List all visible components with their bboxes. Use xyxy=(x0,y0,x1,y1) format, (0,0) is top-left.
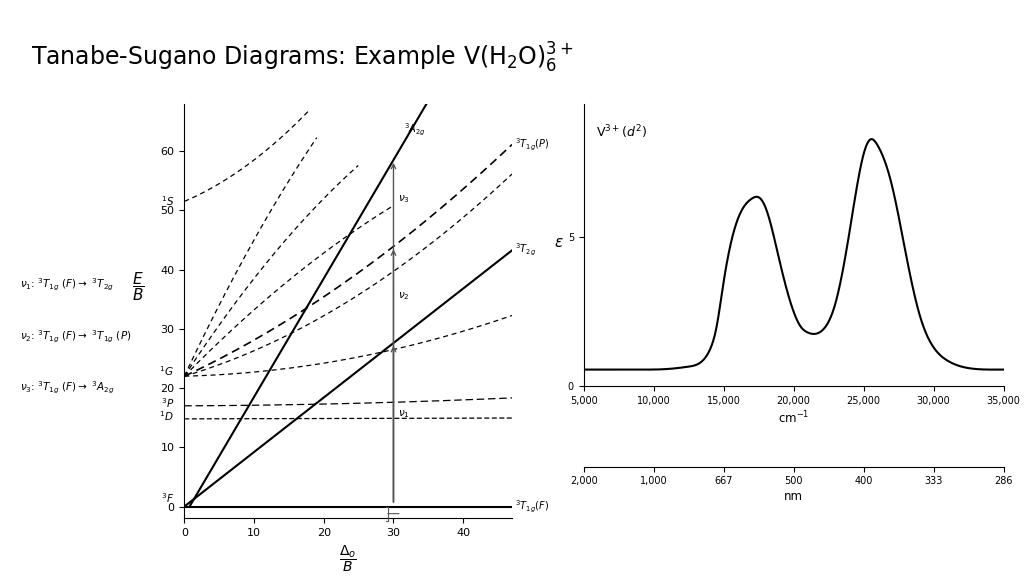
Text: $\nu_3$: $\nu_3$ xyxy=(397,194,410,206)
Text: $^1S$: $^1S$ xyxy=(161,195,174,209)
Text: $\nu_3$: $^3T_{1g}$ $(F) \rightarrow$ $^3A_{2g}$: $\nu_3$: $^3T_{1g}$ $(F) \rightarrow$ $^… xyxy=(20,380,116,396)
Text: Tanabe-Sugano Diagrams: Example V(H$_2$O)$_6^{3+}$: Tanabe-Sugano Diagrams: Example V(H$_2$O… xyxy=(31,40,573,74)
Text: $\nu_1$: $\nu_1$ xyxy=(397,408,410,420)
Text: $^3T_{1g}(P)$: $^3T_{1g}(P)$ xyxy=(515,137,550,153)
Text: $^3F$: $^3F$ xyxy=(161,491,174,505)
Text: $^3T_{1g}(F)$: $^3T_{1g}(F)$ xyxy=(515,498,550,514)
Text: $^3P$: $^3P$ xyxy=(161,396,174,410)
Y-axis label: $\varepsilon$: $\varepsilon$ xyxy=(554,236,563,251)
X-axis label: nm: nm xyxy=(784,490,803,503)
Text: $\nu_2$: $^3T_{1g}$ $(F) \rightarrow$ $^3T_{1g}$ $(P)$: $\nu_2$: $^3T_{1g}$ $(F) \rightarrow$ $^… xyxy=(20,328,132,344)
Text: $\nu_1$: $^3T_{1g}$ $(F) \rightarrow$ $^3T_{2g}$: $\nu_1$: $^3T_{1g}$ $(F) \rightarrow$ $^… xyxy=(20,276,115,293)
Text: $^3A_{2g}$: $^3A_{2g}$ xyxy=(403,122,426,138)
Text: $\nu_2$: $\nu_2$ xyxy=(397,290,410,302)
X-axis label: cm$^{-1}$: cm$^{-1}$ xyxy=(778,410,809,426)
Text: V$^{3+}$($d^2$): V$^{3+}$($d^2$) xyxy=(596,123,647,141)
Text: $^1G$: $^1G$ xyxy=(160,365,174,378)
Text: $^1D$: $^1D$ xyxy=(160,410,174,423)
X-axis label: $\dfrac{\Delta_o}{B}$: $\dfrac{\Delta_o}{B}$ xyxy=(339,544,357,574)
Text: $^3T_{2g}$: $^3T_{2g}$ xyxy=(515,242,537,259)
Y-axis label: $\dfrac{E}{B}$: $\dfrac{E}{B}$ xyxy=(132,270,144,303)
